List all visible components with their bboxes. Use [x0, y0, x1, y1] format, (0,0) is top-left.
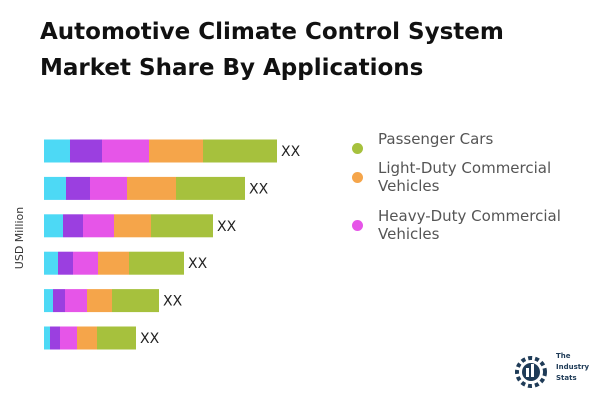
bar-segment: [98, 251, 129, 275]
bar-segment: [83, 214, 114, 238]
bar-segment: [90, 176, 127, 200]
bar-segment: [73, 251, 98, 275]
y-axis-label: USD Million: [13, 207, 26, 269]
bar-segment: [176, 176, 245, 200]
total-label: XX: [140, 331, 160, 347]
bar-segment: [112, 289, 159, 313]
bar-segment: [203, 139, 277, 163]
total-label: XX: [217, 219, 237, 235]
bar-segment: [66, 176, 90, 200]
bar-segment: [97, 326, 136, 350]
bar-segment: [60, 326, 77, 350]
bar-segment: [77, 326, 97, 350]
bar-segment: [44, 214, 63, 238]
bar-segment: [53, 289, 65, 313]
legend-label: Passenger Cars: [378, 130, 494, 148]
bar-segment: [44, 139, 70, 163]
bar-segment: [44, 289, 53, 313]
total-label: XX: [188, 256, 208, 272]
bar-segment: [65, 289, 87, 313]
logo-text: The Industry Stats: [556, 352, 590, 382]
bar-segment: [70, 139, 102, 163]
legend-marker: [352, 143, 363, 154]
total-label: XX: [249, 181, 269, 197]
total-label: XX: [281, 144, 301, 160]
legend-label: Light-Duty Commercial Vehicles: [378, 159, 552, 195]
bar-segment: [63, 214, 83, 238]
bar-segment: [151, 214, 213, 238]
bar-segment: [127, 176, 176, 200]
bar-segment: [44, 326, 50, 350]
bar-segment: [87, 289, 112, 313]
legend-marker: [352, 220, 363, 231]
bar-segment: [44, 251, 58, 275]
legend-label: Heavy-Duty Commercial Vehicles: [378, 207, 561, 243]
legend-marker: [352, 172, 363, 183]
logo-icon: [515, 356, 547, 388]
chart-title: Automotive Climate Control System Market…: [40, 19, 504, 81]
bar-segment: [149, 139, 203, 163]
bar-segment: [102, 139, 149, 163]
total-label: XX: [163, 294, 183, 310]
bar-segment: [58, 251, 73, 275]
bar-segment: [114, 214, 151, 238]
bar-segment: [129, 251, 184, 275]
bar-segment: [50, 326, 60, 350]
bar-segment: [44, 176, 66, 200]
